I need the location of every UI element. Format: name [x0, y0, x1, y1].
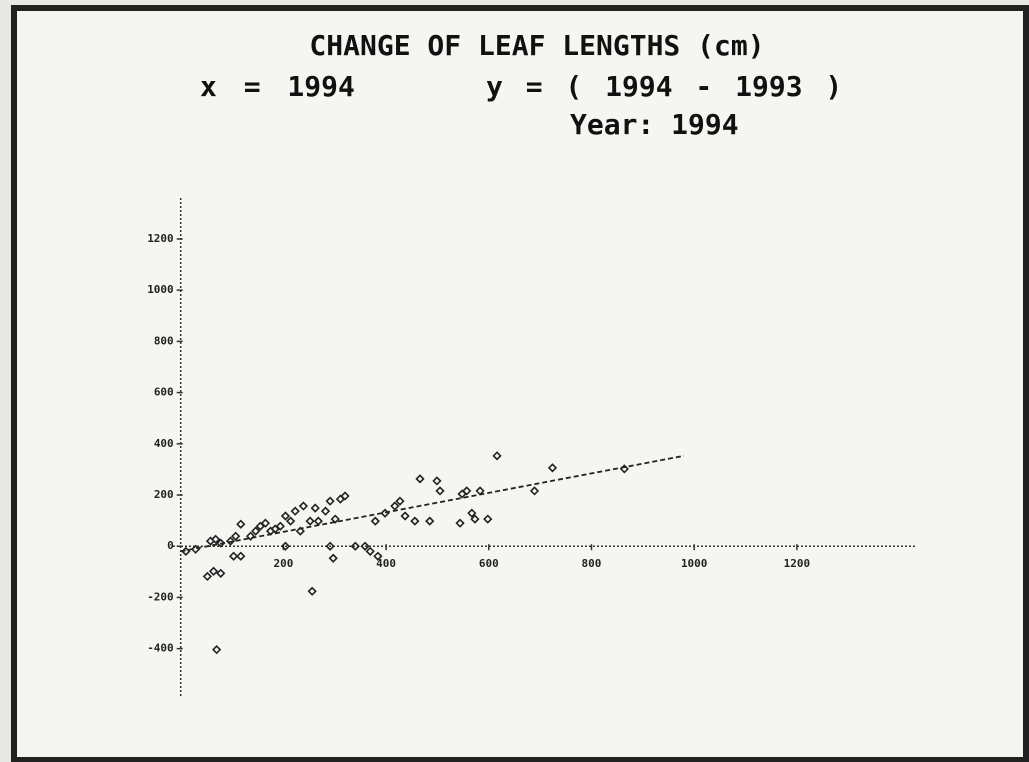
trend-line	[180, 454, 685, 553]
data-point	[325, 541, 335, 551]
data-point	[210, 534, 221, 544]
data-point	[400, 511, 410, 521]
data-point	[350, 541, 360, 551]
data-point	[410, 516, 420, 526]
data-point	[328, 553, 338, 563]
data-point	[275, 521, 285, 531]
data-point	[245, 531, 256, 541]
data-point	[231, 531, 241, 541]
data-point	[295, 526, 305, 536]
x-tick-label: 400	[376, 557, 396, 570]
y-tick-label: 1200	[147, 232, 174, 245]
data-point	[290, 506, 300, 516]
data-point	[307, 586, 317, 596]
y-tick-label: 200	[154, 488, 174, 501]
data-point	[325, 496, 335, 506]
data-point	[415, 474, 425, 484]
data-point	[310, 503, 320, 513]
year-label: Year: 1994	[570, 108, 739, 141]
data-point	[285, 516, 296, 526]
data-point	[236, 519, 246, 529]
data-point	[280, 541, 291, 551]
data-point	[225, 536, 236, 546]
data-point	[365, 546, 375, 556]
data-point	[435, 486, 445, 496]
data-point	[208, 566, 219, 576]
data-point	[228, 551, 239, 561]
data-point	[425, 516, 435, 526]
y-tick-label: 600	[154, 386, 174, 399]
data-point	[370, 516, 380, 526]
data-point	[212, 645, 222, 655]
y-tick-label: -200	[147, 590, 174, 603]
y-tick-label: 800	[154, 334, 174, 347]
data-point	[432, 476, 442, 486]
data-point	[467, 508, 477, 518]
y-tick-label: 400	[154, 437, 174, 450]
data-point	[340, 491, 350, 501]
data-point	[216, 568, 226, 578]
data-point	[255, 521, 265, 531]
data-point	[216, 538, 226, 548]
data-point	[202, 571, 213, 582]
data-point	[330, 514, 340, 524]
y-tick-label: 1000	[147, 283, 174, 296]
data-point	[470, 514, 480, 524]
data-point	[298, 501, 309, 511]
x-tick-label: 800	[582, 557, 602, 570]
subtitle-x: x = 1994	[200, 70, 355, 103]
chart-title: CHANGE OF LEAF LENGTHS (cm)	[309, 29, 764, 62]
x-tick-label: 200	[273, 557, 293, 570]
data-point	[280, 511, 291, 521]
data-point	[455, 518, 465, 528]
y-tick-label: 0	[167, 539, 174, 552]
data-point	[320, 506, 331, 516]
x-tick-label: 1200	[784, 557, 811, 570]
data-point	[547, 463, 558, 473]
data-point	[483, 514, 493, 524]
screen-frame	[11, 5, 1029, 762]
data-point	[462, 486, 472, 496]
data-point	[492, 451, 502, 461]
x-tick-label: 1000	[681, 557, 708, 570]
data-point	[390, 501, 400, 511]
data-point	[360, 541, 370, 551]
data-point	[236, 551, 246, 561]
x-tick-label: 600	[479, 557, 499, 570]
data-point	[251, 526, 261, 536]
data-point	[305, 516, 315, 526]
data-point	[529, 486, 540, 496]
data-point	[373, 551, 383, 561]
subtitle-y: y = ( 1994 - 1993 )	[486, 70, 842, 103]
y-tick-label: -400	[147, 642, 174, 655]
data-point	[260, 518, 271, 528]
data-point	[395, 496, 405, 506]
